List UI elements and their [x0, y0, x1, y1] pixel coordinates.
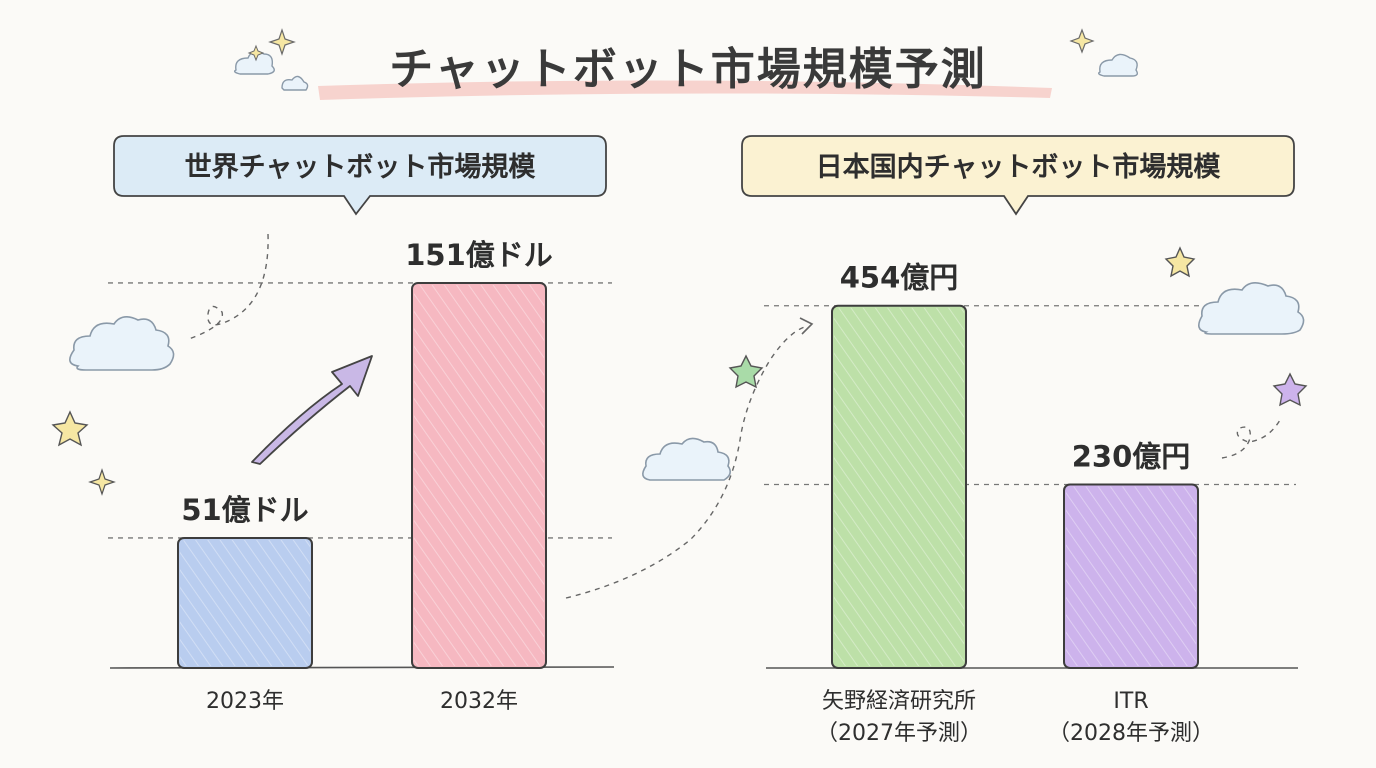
left-panel-title: 世界チャットボット市場規模	[185, 151, 536, 183]
bar-texture	[834, 307, 964, 666]
cloud-icon	[1198, 282, 1305, 335]
bubble-shape	[113, 135, 607, 216]
main-title: チャットボット市場規模予測	[389, 44, 987, 95]
bubble-shape	[741, 135, 1295, 216]
star-icon	[1069, 28, 1095, 54]
category-label: ITR	[1113, 689, 1148, 714]
category-label: （2027年予測）	[816, 721, 982, 746]
right-panel-title: 日本国内チャットボット市場規模	[816, 151, 1221, 183]
bar-texture	[180, 539, 310, 666]
star-icon	[268, 28, 296, 56]
arrow-head-icon	[799, 317, 814, 335]
star-icon	[51, 410, 89, 447]
star-icon	[247, 44, 265, 62]
star-icon	[88, 468, 116, 496]
category-label: 2032年	[440, 689, 518, 714]
category-label: 2023年	[206, 689, 284, 714]
category-label: 矢野経済研究所	[822, 689, 976, 714]
star-icon	[1272, 372, 1308, 407]
dashed-trail	[1221, 419, 1281, 459]
star-icon	[728, 354, 764, 389]
dashed-trail	[565, 325, 809, 599]
trend-arrow-icon	[251, 355, 373, 465]
dashed-trail	[185, 233, 269, 341]
main-title-group: チャットボット市場規模予測	[318, 44, 1052, 100]
value-label: 454億円	[840, 261, 959, 295]
cloud-icon	[69, 316, 175, 371]
cloud-icon	[281, 75, 309, 91]
cloud-icon	[233, 51, 275, 75]
star-icon	[1164, 246, 1196, 278]
left-title-bubble: 世界チャットボット市場規模	[113, 135, 607, 216]
cloud-icon	[642, 437, 732, 481]
cloud-icon	[1097, 53, 1139, 77]
title-highlight	[318, 80, 1052, 100]
value-label: 230億円	[1072, 439, 1191, 473]
category-label: （2028年予測）	[1048, 721, 1214, 746]
global-market-chart: 51億ドル 2023年 151億ドル 2032年	[108, 238, 615, 714]
value-label: 151億ドル	[405, 238, 553, 272]
bar-texture	[1066, 486, 1196, 666]
value-label: 51億ドル	[181, 493, 308, 527]
right-title-bubble: 日本国内チャットボット市場規模	[741, 135, 1295, 216]
bar-texture	[414, 284, 544, 666]
